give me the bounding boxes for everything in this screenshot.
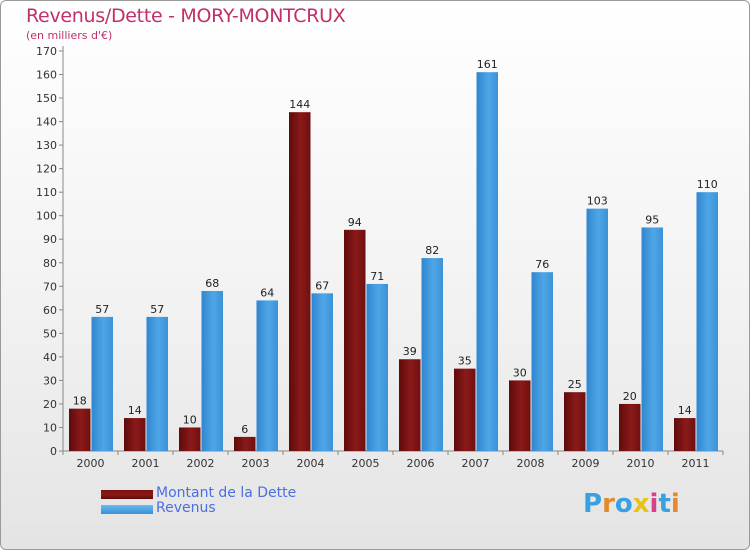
data-label-revenue-2008: 76 <box>535 258 549 271</box>
bar-debt-2009 <box>564 392 586 451</box>
y-tick-label: 60 <box>43 304 57 317</box>
bar-debt-2011 <box>674 418 696 451</box>
bar-debt-2001 <box>124 418 146 451</box>
bar-revenue-2002 <box>201 291 223 451</box>
y-tick-label: 120 <box>36 163 57 176</box>
data-label-debt-2002: 10 <box>183 413 197 426</box>
data-label-revenue-2003: 64 <box>260 286 274 299</box>
data-label-revenue-2005: 71 <box>370 270 384 283</box>
data-label-revenue-2002: 68 <box>205 277 219 290</box>
y-tick-label: 30 <box>43 374 57 387</box>
x-tick-label-2011: 2011 <box>682 457 710 470</box>
x-tick-label-2005: 2005 <box>352 457 380 470</box>
logo-letter: t <box>658 489 671 519</box>
bar-revenue-2001 <box>146 316 168 451</box>
bar-revenue-2000 <box>91 316 113 451</box>
bar-debt-2002 <box>179 427 201 451</box>
y-tick-label: 160 <box>36 69 57 82</box>
data-label-revenue-2001: 57 <box>150 303 164 316</box>
data-label-revenue-2007: 161 <box>477 58 498 71</box>
bar-revenue-2010 <box>641 227 663 451</box>
bar-debt-2007 <box>454 368 476 451</box>
bar-revenue-2006 <box>421 258 443 451</box>
x-tick-label-2008: 2008 <box>517 457 545 470</box>
data-label-debt-2005: 94 <box>348 216 362 229</box>
data-label-debt-2008: 30 <box>513 366 527 379</box>
legend-swatch-revenue <box>101 505 153 514</box>
data-label-debt-2000: 18 <box>73 395 87 408</box>
logo-letter: r <box>602 489 615 519</box>
data-label-debt-2010: 20 <box>623 390 637 403</box>
x-tick-label-2002: 2002 <box>187 457 215 470</box>
logo-letter: x <box>632 489 650 519</box>
x-tick-label-2001: 2001 <box>132 457 160 470</box>
data-label-debt-2011: 14 <box>678 404 692 417</box>
y-tick-label: 150 <box>36 92 57 105</box>
data-label-debt-2003: 6 <box>241 423 248 436</box>
y-tick-label: 50 <box>43 327 57 340</box>
bar-revenue-2005 <box>366 283 388 451</box>
bar-revenue-2008 <box>531 272 553 451</box>
y-tick-label: 40 <box>43 351 57 364</box>
logo-letter: i <box>670 489 680 519</box>
chart-title: Revenus/Dette - MORY-MONTCRUX <box>26 5 346 27</box>
x-tick-label-2003: 2003 <box>242 457 270 470</box>
bar-revenue-2004 <box>311 293 333 451</box>
data-label-debt-2009: 25 <box>568 378 582 391</box>
bar-debt-2006 <box>399 359 421 451</box>
x-tick-label-2009: 2009 <box>572 457 600 470</box>
data-label-debt-2004: 144 <box>289 98 310 111</box>
x-tick-label-2000: 2000 <box>77 457 105 470</box>
y-tick-label: 20 <box>43 398 57 411</box>
x-tick-label-2006: 2006 <box>407 457 435 470</box>
data-label-revenue-2004: 67 <box>315 279 329 292</box>
logo-letter: o <box>614 489 633 519</box>
y-tick-label: 0 <box>50 445 57 458</box>
bar-debt-2010 <box>619 403 641 451</box>
y-tick-label: 130 <box>36 139 57 152</box>
data-label-revenue-2009: 103 <box>587 195 608 208</box>
logo-letter: P <box>583 489 603 519</box>
bar-debt-2003 <box>234 436 256 451</box>
data-label-debt-2006: 39 <box>403 345 417 358</box>
data-label-revenue-2000: 57 <box>95 303 109 316</box>
y-tick-label: 140 <box>36 116 57 129</box>
y-tick-label: 10 <box>43 421 57 434</box>
legend-label-revenue: Revenus <box>156 500 216 516</box>
y-tick-label: 90 <box>43 233 57 246</box>
legend-label-debt: Montant de la Dette <box>156 485 297 501</box>
bar-debt-2000 <box>69 408 91 451</box>
bar-debt-2008 <box>509 380 531 451</box>
x-tick-label-2007: 2007 <box>462 457 490 470</box>
y-tick-label: 70 <box>43 280 57 293</box>
y-tick-label: 170 <box>36 45 57 58</box>
bar-debt-2004 <box>289 112 311 452</box>
data-label-revenue-2006: 82 <box>425 244 439 257</box>
data-label-revenue-2011: 110 <box>697 178 718 191</box>
y-tick-label: 100 <box>36 210 57 223</box>
x-tick-label-2004: 2004 <box>297 457 325 470</box>
logo-letter: i <box>649 489 659 519</box>
data-label-debt-2001: 14 <box>128 404 142 417</box>
proxiti-logo: Proxiti <box>583 489 680 519</box>
bar-revenue-2007 <box>476 72 498 452</box>
legend-swatch-debt <box>101 490 153 499</box>
data-label-revenue-2010: 95 <box>645 213 659 226</box>
bar-revenue-2009 <box>586 208 608 451</box>
data-label-debt-2007: 35 <box>458 355 472 368</box>
bar-debt-2005 <box>344 229 366 451</box>
y-tick-label: 80 <box>43 257 57 270</box>
bar-revenue-2011 <box>696 192 718 452</box>
y-tick-label: 110 <box>36 186 57 199</box>
x-tick-label-2010: 2010 <box>627 457 655 470</box>
bar-revenue-2003 <box>256 300 278 451</box>
chart-subtitle: (en milliers d'€) <box>26 29 113 42</box>
